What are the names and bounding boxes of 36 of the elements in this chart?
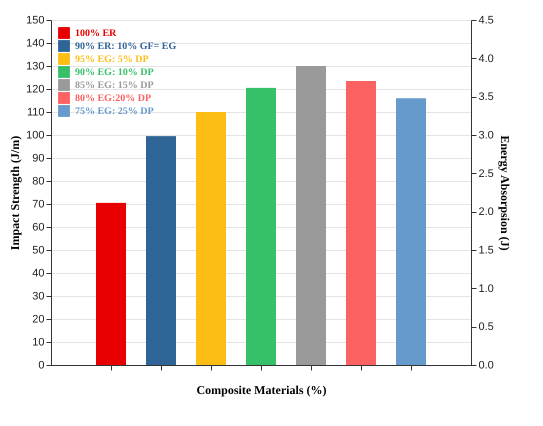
y-tick-label: 40	[32, 268, 44, 280]
y-tick-label: 30	[32, 290, 44, 302]
y-tick-label: 50	[32, 244, 44, 256]
y-tick-label: 100	[26, 130, 44, 142]
y2-axis-title: Energy Absorpsion (J)	[498, 135, 512, 251]
y-tick-label: 120	[26, 84, 44, 96]
y-tick-label: 150	[26, 14, 44, 26]
legend-label: 75% EG: 25% DP	[75, 106, 154, 117]
legend-label: 90% ER: 10% GF= EG	[75, 41, 176, 52]
legend-label: 100% ER	[75, 28, 118, 39]
legend-label: 95% EG: 5% DP	[75, 54, 149, 65]
y-axis-title: Impact Strength (J/m)	[8, 136, 22, 250]
x-axis-title: Composite Materials (%)	[196, 383, 326, 397]
y-tick-label: 70	[32, 198, 44, 210]
y2-tick-label: 4.5	[478, 14, 494, 26]
y-tick-label: 60	[32, 222, 44, 234]
y2-tick-label: 0.5	[478, 321, 494, 334]
y2-tick-label: 2.0	[478, 206, 494, 218]
y2-tick-label: 3.5	[478, 91, 494, 104]
y-tick-label: 90	[32, 152, 44, 164]
y2-tick-label: 1.0	[478, 282, 494, 295]
y-tick-label: 10	[32, 336, 44, 348]
y2-tick-label: 0.0	[478, 360, 494, 372]
y-tick-label: 110	[26, 106, 44, 118]
y2-tick-label: 4.0	[478, 52, 494, 65]
y-tick-label: 0	[38, 360, 44, 372]
y-tick-label: 20	[32, 314, 44, 326]
y-tick-label: 140	[26, 38, 44, 50]
y-tick-label: 80	[32, 176, 44, 188]
legend-label: 80% EG:20% DP	[75, 93, 152, 104]
legend-label: 90% EG: 10% DP	[75, 67, 154, 78]
legend-label: 85% EG: 15% DP	[75, 80, 154, 91]
y2-tick-label: 3.0	[478, 130, 494, 142]
y2-tick-label: 2.5	[478, 168, 494, 180]
y-tick-label: 130	[26, 60, 44, 72]
y2-tick-label: 1.5	[478, 244, 494, 256]
